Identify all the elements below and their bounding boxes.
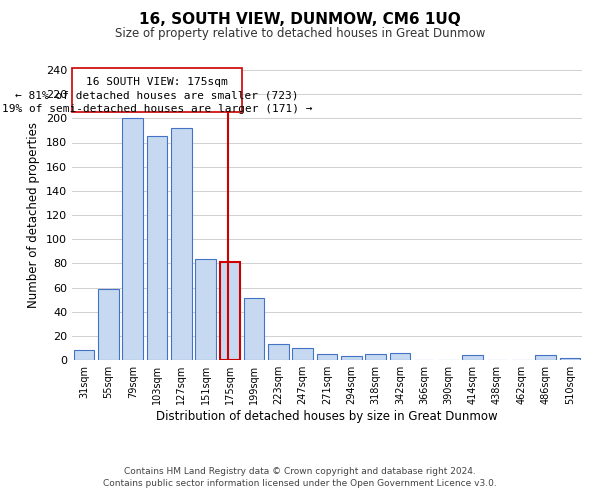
Bar xyxy=(268,344,289,360)
X-axis label: Distribution of detached houses by size in Great Dunmow: Distribution of detached houses by size … xyxy=(156,410,498,423)
Bar xyxy=(317,354,337,360)
Text: ← 81% of detached houses are smaller (723): ← 81% of detached houses are smaller (72… xyxy=(15,90,299,101)
Bar xyxy=(365,354,386,360)
FancyBboxPatch shape xyxy=(72,68,242,112)
Bar xyxy=(220,262,240,360)
Text: 16, SOUTH VIEW, DUNMOW, CM6 1UQ: 16, SOUTH VIEW, DUNMOW, CM6 1UQ xyxy=(139,12,461,28)
Text: 16 SOUTH VIEW: 175sqm: 16 SOUTH VIEW: 175sqm xyxy=(86,77,228,87)
Bar xyxy=(98,288,119,360)
Text: 19% of semi-detached houses are larger (171) →: 19% of semi-detached houses are larger (… xyxy=(2,104,312,114)
Bar xyxy=(195,258,216,360)
Bar xyxy=(463,355,483,360)
Bar xyxy=(389,353,410,360)
Bar xyxy=(244,298,265,360)
Text: Contains public sector information licensed under the Open Government Licence v3: Contains public sector information licen… xyxy=(103,479,497,488)
Y-axis label: Number of detached properties: Number of detached properties xyxy=(28,122,40,308)
Text: Size of property relative to detached houses in Great Dunmow: Size of property relative to detached ho… xyxy=(115,28,485,40)
Text: Contains HM Land Registry data © Crown copyright and database right 2024.: Contains HM Land Registry data © Crown c… xyxy=(124,467,476,476)
Bar xyxy=(122,118,143,360)
Bar xyxy=(74,350,94,360)
Bar xyxy=(560,358,580,360)
Bar xyxy=(171,128,191,360)
Bar xyxy=(146,136,167,360)
Bar xyxy=(341,356,362,360)
Bar xyxy=(535,355,556,360)
Bar xyxy=(292,348,313,360)
